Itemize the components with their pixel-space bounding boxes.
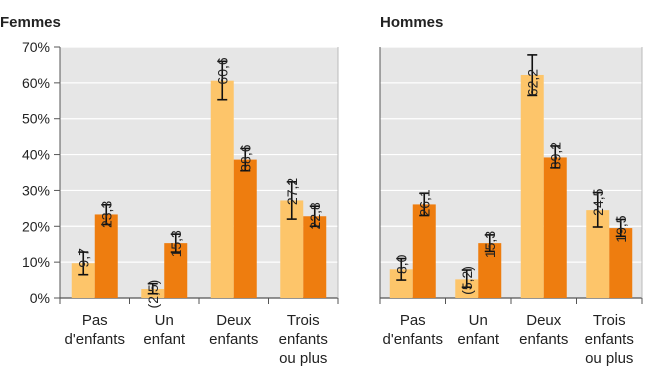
bar bbox=[586, 210, 610, 298]
bar bbox=[303, 216, 327, 298]
data-label: 38,6 bbox=[237, 144, 253, 171]
data-label: 27,2 bbox=[284, 178, 300, 205]
bar bbox=[543, 157, 567, 298]
x-category-label: ou plus bbox=[279, 350, 327, 367]
data-label: 8,0 bbox=[393, 254, 409, 274]
x-category-label: enfant bbox=[457, 331, 500, 348]
data-label: 15,3 bbox=[482, 231, 498, 258]
bar bbox=[233, 159, 257, 298]
y-tick-label: 0% bbox=[30, 290, 50, 306]
data-label: 15,3 bbox=[168, 230, 184, 257]
x-category-label: enfants bbox=[209, 331, 258, 348]
x-category-label: Deux bbox=[216, 312, 252, 329]
x-category-label: enfants bbox=[279, 331, 328, 348]
x-category-label: Un bbox=[155, 312, 174, 329]
bar bbox=[609, 228, 633, 298]
bar bbox=[94, 214, 118, 298]
x-category-label: d'enfants bbox=[383, 331, 443, 348]
bar bbox=[478, 243, 502, 298]
y-tick-label: 10% bbox=[22, 254, 50, 270]
x-category-label: Pas bbox=[82, 312, 108, 329]
x-category-label: Pas bbox=[400, 312, 426, 329]
data-label: 9,7 bbox=[75, 248, 91, 268]
y-tick-label: 70% bbox=[22, 39, 50, 55]
data-label: 19,5 bbox=[613, 215, 629, 242]
y-tick-label: 50% bbox=[22, 111, 50, 127]
y-tick-label: 40% bbox=[22, 147, 50, 163]
bar bbox=[412, 204, 436, 298]
data-label: 24,5 bbox=[590, 188, 606, 215]
data-label: 60,6 bbox=[214, 57, 230, 84]
x-category-label: Trois bbox=[593, 312, 626, 329]
y-tick-label: 30% bbox=[22, 182, 50, 198]
y-tick-label: 20% bbox=[22, 218, 50, 234]
chart-title: Hommes bbox=[380, 14, 443, 31]
x-category-label: d'enfants bbox=[65, 331, 125, 348]
chart-panel-1: Hommes 8,0 26,1 Pas d'enfants (5,2) 15,3 Un enfa… bbox=[379, 14, 643, 367]
chart-title: Femmes bbox=[0, 14, 61, 31]
bar bbox=[455, 279, 479, 298]
x-category-label: enfants bbox=[585, 331, 634, 348]
x-category-label: Un bbox=[469, 312, 488, 329]
x-category-label: enfant bbox=[143, 331, 186, 348]
bar bbox=[210, 80, 234, 298]
x-category-label: ou plus bbox=[585, 350, 633, 367]
x-category-label: Deux bbox=[526, 312, 562, 329]
x-category-label: Trois bbox=[287, 312, 320, 329]
chart-panel-0: Femmes 0% 10% 20% 30% 40% 50% 60% 70% 9,7 23,3 Pas d… bbox=[0, 14, 339, 367]
bar bbox=[389, 269, 413, 298]
bar bbox=[520, 74, 544, 299]
bar bbox=[71, 263, 95, 298]
x-category-label: enfants bbox=[519, 331, 568, 348]
data-label: (2,5) bbox=[145, 280, 161, 309]
data-label: 26,1 bbox=[416, 189, 432, 216]
data-label: 23,3 bbox=[98, 201, 114, 228]
bar bbox=[164, 243, 188, 298]
data-label: 62,2 bbox=[524, 69, 540, 96]
data-label: 22,8 bbox=[307, 202, 323, 229]
y-tick-label: 60% bbox=[22, 75, 50, 91]
data-label: 39,2 bbox=[547, 142, 563, 169]
bar bbox=[280, 200, 304, 298]
data-label: (5,2) bbox=[459, 266, 475, 295]
